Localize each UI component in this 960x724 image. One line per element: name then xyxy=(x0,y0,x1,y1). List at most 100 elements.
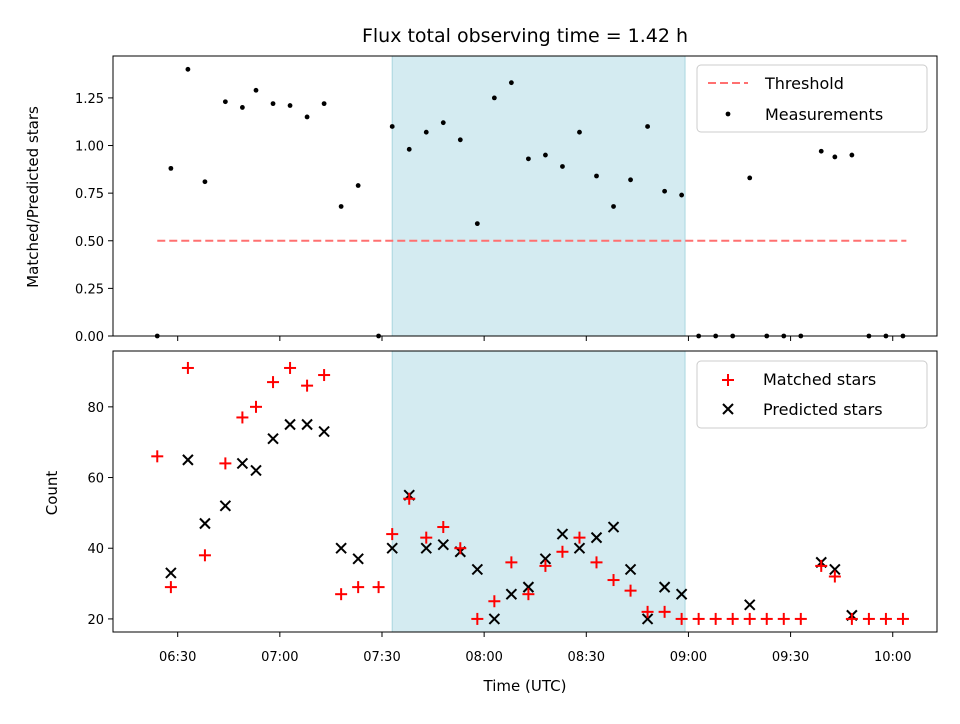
legend-threshold-label: Threshold xyxy=(764,74,844,93)
predicted-star-point xyxy=(573,542,586,554)
measurements-points xyxy=(154,66,906,339)
measurement-point xyxy=(440,120,446,126)
matched-star-point xyxy=(624,584,637,597)
matched-star-point xyxy=(267,376,280,389)
measurement-point xyxy=(222,99,228,105)
bottom-x-tick-label: 09:30 xyxy=(772,650,809,665)
predicted-star-point xyxy=(829,563,841,576)
measurement-point xyxy=(406,146,412,152)
matched-star-point xyxy=(301,379,314,392)
matched-star-point xyxy=(607,574,620,587)
predicted-star-point xyxy=(471,563,484,576)
matched-star-point xyxy=(896,612,909,625)
measurement-point xyxy=(560,164,565,169)
measurement-point xyxy=(491,95,497,101)
matched-star-point xyxy=(573,531,586,544)
bottom-y-tick-label: 40 xyxy=(87,542,104,557)
predicted-star-point xyxy=(318,425,330,438)
matched-star-point xyxy=(471,612,484,625)
matched-star-point xyxy=(318,369,331,382)
measurement-point xyxy=(168,165,174,171)
bottom-x-tick-label: 10:00 xyxy=(874,650,911,665)
predicted-star-point xyxy=(488,613,501,625)
matched-star-point xyxy=(151,450,164,463)
measurement-point xyxy=(185,66,191,72)
predicted-star-point xyxy=(301,418,313,431)
predicted-star-point xyxy=(539,553,552,565)
predicted-star-point xyxy=(267,432,279,445)
matched-star-point xyxy=(794,612,807,625)
matched-star-point xyxy=(352,581,365,594)
predicted-stars-points xyxy=(165,418,858,625)
matched-star-point xyxy=(488,595,501,608)
matched-star-point xyxy=(760,612,773,625)
measurement-point xyxy=(577,129,582,135)
matched-star-point xyxy=(198,549,211,562)
bottom-legend: Matched stars Predicted stars xyxy=(696,360,928,429)
matched-star-point xyxy=(879,612,892,625)
measurement-point xyxy=(474,221,480,227)
predicted-star-point xyxy=(437,538,449,551)
matched-star-point xyxy=(590,556,603,569)
measurement-point xyxy=(679,192,685,198)
matched-stars-points xyxy=(151,361,909,625)
matched-star-point xyxy=(403,492,416,505)
matched-star-point xyxy=(522,588,535,601)
predicted-star-point xyxy=(386,542,398,554)
top-y-ticks: 0.00 0.25 0.50 0.75 1.00 1.25 xyxy=(75,92,113,345)
measurement-point xyxy=(662,188,668,194)
matched-star-point xyxy=(386,528,399,541)
predicted-star-point xyxy=(165,567,177,579)
measurement-point xyxy=(645,124,650,129)
top-axes-frame xyxy=(112,55,938,337)
predicted-star-point xyxy=(236,457,249,470)
matched-star-point xyxy=(862,612,875,625)
bottom-y-tick-label: 20 xyxy=(87,613,104,628)
bottom-x-ticks: 06:30 07:00 07:30 08:00 08:30 09:00 09:30 10:00 xyxy=(159,632,911,665)
predicted-star-point xyxy=(675,588,688,600)
measurement-point xyxy=(202,179,208,185)
predicted-star-point xyxy=(658,581,671,593)
bottom-y-tick-label: 60 xyxy=(87,472,104,487)
measurement-point xyxy=(611,204,616,209)
bottom-axes-frame xyxy=(112,350,938,633)
matched-star-point xyxy=(641,605,654,618)
predicted-star-point xyxy=(219,500,232,512)
legend-predicted-swatch xyxy=(722,403,734,415)
chart-title: Flux total observing time = 1.42 h xyxy=(362,25,688,47)
predicted-star-point xyxy=(624,563,637,576)
predicted-star-point xyxy=(250,464,262,477)
matched-star-point xyxy=(505,556,518,569)
matched-star-point xyxy=(181,361,194,374)
predicted-star-point xyxy=(641,613,654,625)
predicted-star-point xyxy=(607,521,620,533)
legend-measurements-swatch xyxy=(725,111,731,117)
top-y-tick-label: 0.75 xyxy=(75,187,104,202)
matched-star-point xyxy=(743,612,756,625)
measurement-point xyxy=(338,204,344,209)
predicted-star-point xyxy=(522,581,535,593)
matched-star-point xyxy=(164,581,177,594)
top-y-tick-label: 0.25 xyxy=(75,282,104,297)
measurement-point xyxy=(747,175,753,181)
measurement-point xyxy=(508,80,514,86)
top-legend-box xyxy=(696,64,928,133)
bottom-legend-box xyxy=(696,360,928,429)
predicted-star-point xyxy=(335,542,347,554)
matched-star-point xyxy=(284,361,297,374)
bottom-x-tick-label: 06:30 xyxy=(159,650,196,665)
legend-matched-label: Matched stars xyxy=(763,370,876,389)
legend-predicted-label: Predicted stars xyxy=(763,400,883,419)
predicted-star-point xyxy=(744,599,756,611)
matched-star-point xyxy=(815,559,828,572)
bottom-highlight-span xyxy=(392,351,686,632)
predicted-star-point xyxy=(284,418,296,431)
matched-star-point xyxy=(420,531,433,544)
matched-star-point xyxy=(219,457,232,470)
measurement-point xyxy=(832,154,838,160)
legend-matched-swatch xyxy=(722,374,734,386)
measurement-point xyxy=(321,101,327,107)
bottom-y-ticks: 20 40 60 80 xyxy=(87,401,113,628)
